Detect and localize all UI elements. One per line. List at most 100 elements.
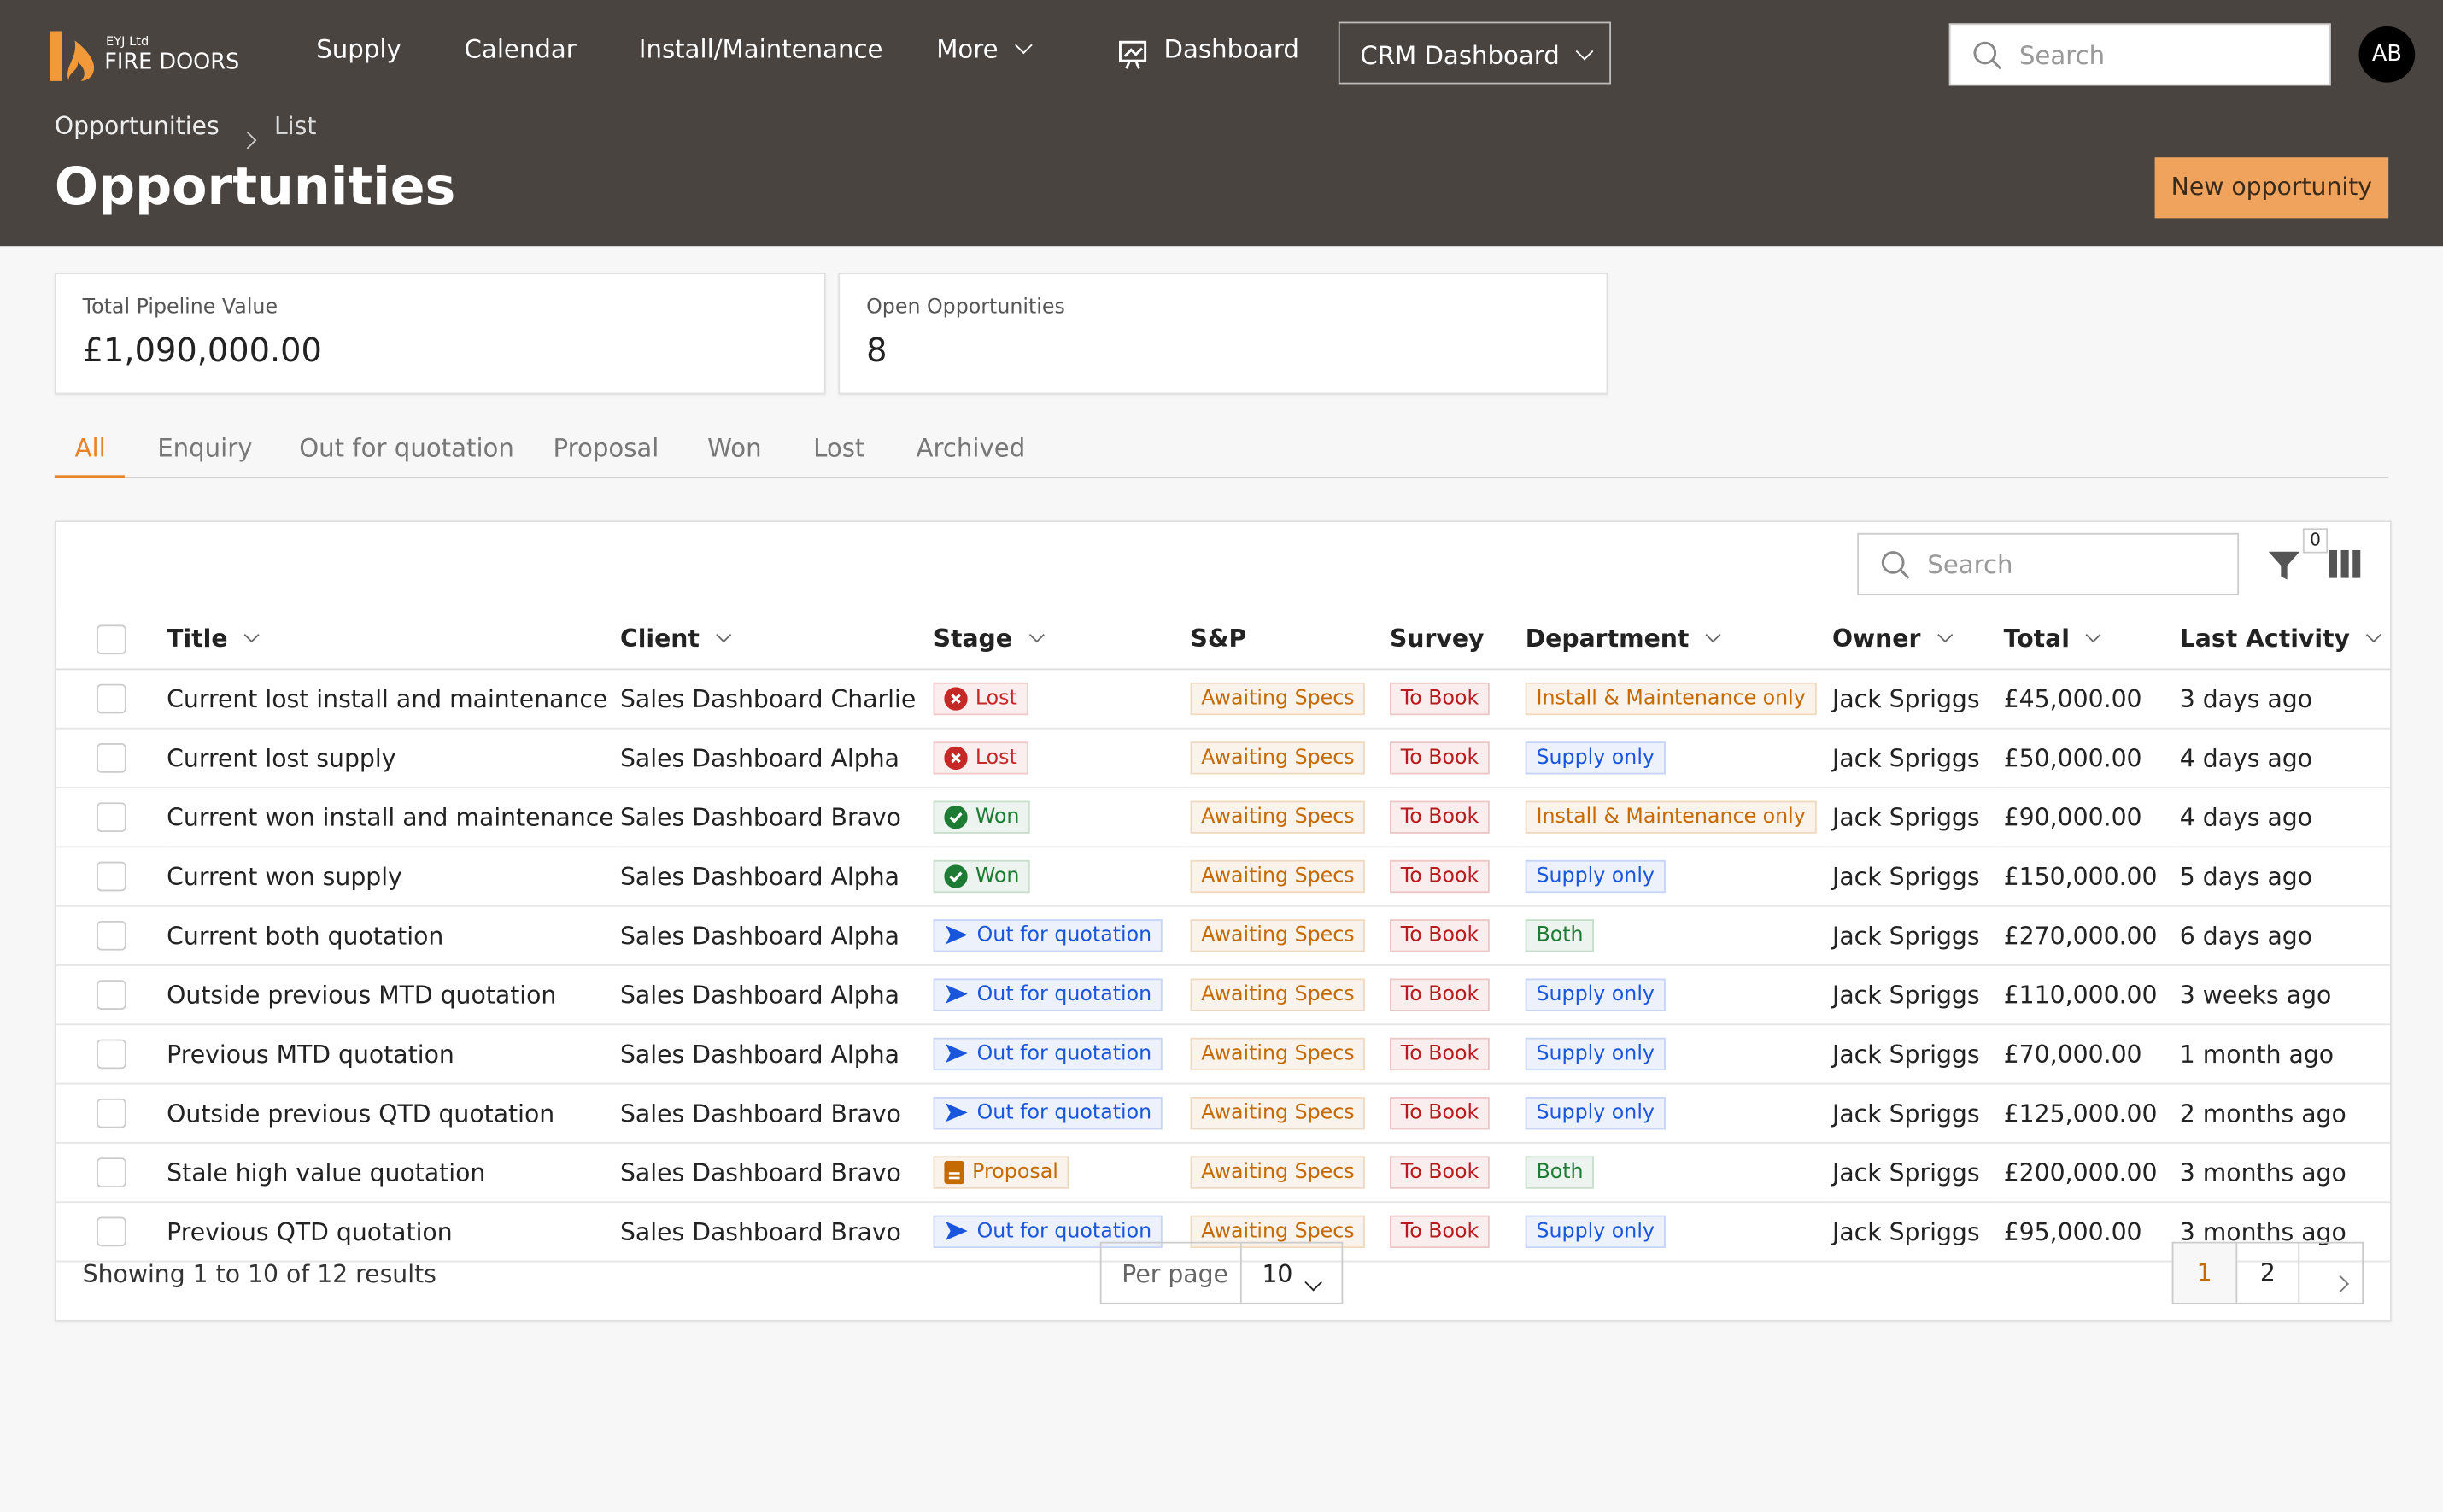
table-row[interactable]: Stale high value quotation Sales Dashboar…	[56, 1142, 2391, 1204]
checkbox[interactable]	[97, 1039, 126, 1070]
stat-value: 8	[866, 331, 888, 370]
checkbox[interactable]	[97, 920, 126, 951]
checkbox[interactable]	[97, 802, 126, 833]
table-row[interactable]: Current won supply Sales Dashboard Alpha W…	[56, 847, 2391, 907]
tab[interactable]: Out for quotation	[299, 433, 514, 463]
cell-text: Jack Spriggs	[1832, 981, 1980, 1010]
tab[interactable]: Won	[707, 433, 762, 463]
tab[interactable]: All	[74, 433, 106, 463]
column-label: Client	[619, 624, 700, 653]
nav-item[interactable]: Dashboard	[1163, 34, 1299, 64]
table-row[interactable]: Previous QTD quotation Sales Dashboard Br…	[56, 1202, 2391, 1263]
badge-text: Out for quotation	[976, 982, 1152, 1006]
sp-badge: Awaiting Specs	[1190, 1097, 1366, 1130]
column-header[interactable]: Survey	[1388, 609, 1524, 671]
column-header[interactable]: Client	[618, 609, 932, 671]
cell-text: 2 months ago	[2179, 1099, 2346, 1128]
cell: Stale high value quotation	[165, 1142, 619, 1204]
columns-button[interactable]	[2329, 549, 2361, 578]
column-header[interactable]: Last Activity	[2177, 609, 2391, 671]
tab[interactable]: Proposal	[553, 433, 659, 463]
nav-item[interactable]: Calendar	[464, 34, 577, 64]
table-row[interactable]: Current lost supply Sales Dashboard Alpha…	[56, 728, 2391, 788]
cell: Current won install and maintenance	[165, 788, 619, 848]
column-header[interactable]: Total	[2001, 609, 2178, 671]
page-button[interactable]: 1	[2173, 1243, 2237, 1303]
checkbox[interactable]	[97, 1098, 126, 1128]
checkbox[interactable]	[97, 683, 126, 714]
checkbox[interactable]	[97, 1216, 126, 1247]
next-page[interactable]	[2300, 1244, 2362, 1303]
cell-text: Sales Dashboard Alpha	[619, 743, 899, 772]
cell-text: Jack Spriggs	[1832, 684, 1980, 713]
column-header[interactable]: S&P	[1188, 609, 1389, 671]
survey-badge: To Book	[1390, 919, 1491, 952]
cell-text: 4 days ago	[2179, 743, 2313, 772]
checkbox[interactable]	[97, 980, 126, 1010]
badge-text: Lost	[975, 686, 1017, 710]
dashboard-icon	[1118, 40, 1147, 69]
cell: Both	[1523, 1142, 1831, 1204]
column-header[interactable]: Title	[165, 609, 619, 671]
cell: Out for quotation	[931, 1083, 1189, 1144]
sort-icon	[1936, 627, 1953, 643]
cell-text: Stale high value quotation	[167, 1158, 486, 1187]
checkbox[interactable]	[97, 861, 126, 892]
table-row[interactable]: Outside previous QTD quotation Sales Dash…	[56, 1083, 2391, 1144]
row-select	[56, 1083, 166, 1144]
sp-badge: Awaiting Specs	[1190, 978, 1366, 1011]
tab[interactable]: Enquiry	[157, 433, 253, 463]
cell-text: Current lost install and maintenance	[167, 684, 608, 713]
row-select	[56, 905, 166, 966]
cell-text: £90,000.00	[2003, 803, 2142, 832]
badge-text: Install & Maintenance only	[1536, 806, 1806, 829]
checkbox[interactable]	[97, 624, 126, 654]
cell-text: Sales Dashboard Bravo	[619, 803, 901, 832]
badge-text: Out for quotation	[976, 1219, 1152, 1244]
row-select	[56, 847, 166, 907]
stage-badge: Out for quotation	[933, 1037, 1163, 1070]
column-header[interactable]: Department	[1523, 609, 1831, 671]
table-row[interactable]: Current won install and maintenance Sales…	[56, 788, 2391, 848]
page-button[interactable]: 2	[2237, 1243, 2300, 1303]
badge-text: Proposal	[972, 1159, 1058, 1184]
row-select	[56, 1142, 166, 1204]
cell: Awaiting Specs	[1188, 728, 1389, 788]
table-search[interactable]: Search	[1857, 532, 2240, 595]
cell: Out for quotation	[931, 964, 1189, 1026]
column-header[interactable]: Stage	[931, 609, 1189, 671]
cell-text: Jack Spriggs	[1832, 1099, 1980, 1128]
table-row[interactable]: Current lost install and maintenance Sale…	[56, 669, 2391, 730]
per-page[interactable]: Per page 10	[1099, 1241, 1344, 1304]
table-row[interactable]: Previous MTD quotation Sales Dashboard Al…	[56, 1024, 2391, 1085]
tab[interactable]: Archived	[916, 433, 1026, 463]
cell-text: £270,000.00	[2003, 921, 2158, 950]
table-row[interactable]: Outside previous MTD quotation Sales Dash…	[56, 964, 2391, 1026]
table-row[interactable]: Current both quotation Sales Dashboard Al…	[56, 905, 2391, 966]
checkbox[interactable]	[97, 743, 126, 773]
cell-text: Current won install and maintenance	[167, 803, 614, 832]
opportunities-table: Title Client Stage S&P Survey Department Owner…	[56, 609, 2391, 1263]
cell-text: Jack Spriggs	[1832, 921, 1980, 950]
nav-item[interactable]: Install/Maintenance	[638, 34, 883, 64]
cell: Current both quotation	[165, 905, 619, 966]
avatar[interactable]: AB	[2358, 26, 2416, 83]
sp-badge: Awaiting Specs	[1190, 1037, 1366, 1071]
cell: Jack Spriggs	[1831, 905, 2002, 966]
global-search[interactable]: Search	[1948, 23, 2331, 86]
new-opportunity-button[interactable]: New opportunity	[2154, 157, 2389, 219]
cell: Sales Dashboard Bravo	[618, 1142, 932, 1204]
sp-badge: Awaiting Specs	[1190, 1156, 1366, 1189]
filter-button[interactable]	[2267, 548, 2301, 583]
crm-dropdown[interactable]: CRM Dashboard	[1338, 21, 1612, 85]
column-header[interactable]: Owner	[1831, 609, 2002, 671]
tab[interactable]: Lost	[813, 433, 865, 463]
nav-item[interactable]: Supply	[316, 34, 401, 64]
logo-text: FIRE DOORS	[104, 50, 240, 75]
cell-text: 3 days ago	[2179, 684, 2313, 713]
row-select	[56, 728, 166, 788]
nav-item[interactable]: More	[936, 34, 1033, 64]
checkbox[interactable]	[97, 1157, 126, 1187]
department-badge: Supply only	[1525, 741, 1666, 775]
breadcrumb-link[interactable]: Opportunities	[54, 112, 220, 141]
